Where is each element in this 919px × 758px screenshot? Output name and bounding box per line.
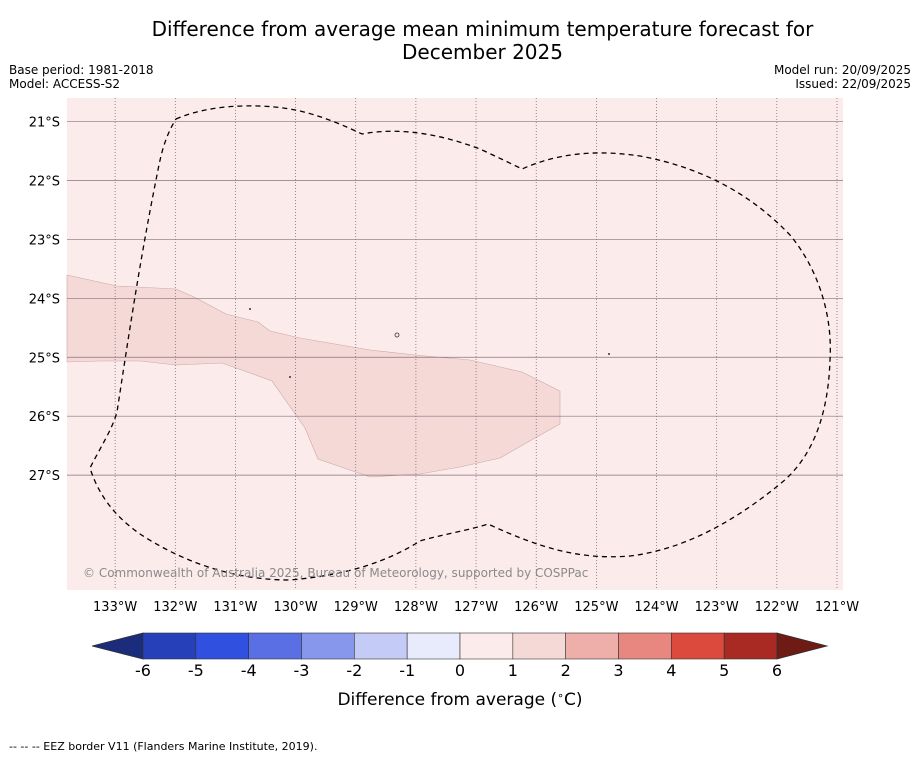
colorbar-tick: 6 bbox=[772, 661, 782, 680]
lat-tick-label: 25°S bbox=[29, 351, 60, 366]
colorbar-swatch bbox=[301, 632, 355, 660]
colorbar-swatch bbox=[142, 632, 197, 660]
lat-tick-label: 22°S bbox=[29, 174, 60, 189]
latitude-tick-labels: 21°S 22°S 23°S 24°S 25°S 26°S 27°S bbox=[29, 116, 60, 485]
base-period: Base period: 1981-2018 bbox=[9, 63, 154, 77]
model-run: Model run: 20/09/2025 bbox=[773, 63, 911, 77]
colorbar-tick: -5 bbox=[188, 661, 204, 680]
colorbar-swatch bbox=[248, 632, 302, 660]
colorbar-swatch bbox=[618, 632, 672, 660]
lat-tick-label: 23°S bbox=[29, 233, 60, 248]
lon-tick-label: 125°W bbox=[574, 600, 618, 615]
colorbar-swatch bbox=[195, 632, 249, 660]
lon-tick-label: 133°W bbox=[93, 600, 137, 615]
issued-date: Issued: 22/09/2025 bbox=[795, 77, 911, 91]
latitude-gridlines bbox=[67, 121, 843, 476]
island-marker bbox=[394, 332, 400, 338]
lon-tick-label: 131°W bbox=[213, 600, 257, 615]
eez-legend-note: -- -- -- EEZ border V11 (Flanders Marine… bbox=[9, 740, 318, 753]
lat-tick-label: 24°S bbox=[29, 292, 60, 307]
colorbar-tick: -4 bbox=[241, 661, 257, 680]
island-marker bbox=[249, 308, 251, 310]
colorbar-tick: 2 bbox=[561, 661, 571, 680]
island-marker bbox=[608, 353, 610, 355]
copyright-text: © Commonwealth of Australia 2025, Bureau… bbox=[83, 566, 588, 580]
colorbar-extend-high bbox=[776, 632, 829, 660]
colorbar-swatch bbox=[459, 632, 514, 660]
colorbar-swatch bbox=[671, 632, 725, 660]
meta-right: Model run: 20/09/2025 Issued: 22/09/2025 bbox=[774, 63, 911, 91]
colorbar-tick: 1 bbox=[508, 661, 518, 680]
lon-tick-label: 130°W bbox=[274, 600, 318, 615]
colorbar bbox=[91, 632, 829, 660]
colorbar-tick-labels: -6 -5 -4 -3 -2 -1 0 1 2 3 4 5 6 bbox=[135, 661, 782, 680]
title-line-1: Difference from average mean minimum tem… bbox=[151, 17, 814, 41]
colorbar-swatch bbox=[354, 632, 408, 660]
colorbar-tick: -3 bbox=[294, 661, 310, 680]
colorbar-tick: -1 bbox=[399, 661, 415, 680]
colorbar-swatch bbox=[406, 632, 461, 660]
lon-tick-label: 123°W bbox=[695, 600, 739, 615]
colorbar-title: Difference from average (∘C) bbox=[337, 689, 582, 710]
lon-tick-label: 124°W bbox=[634, 600, 678, 615]
longitude-gridlines bbox=[114, 98, 838, 590]
island-marker bbox=[289, 376, 291, 378]
lon-tick-label: 126°W bbox=[514, 600, 558, 615]
lon-tick-label: 128°W bbox=[394, 600, 438, 615]
colorbar-swatch bbox=[723, 632, 778, 660]
colorbar-swatch bbox=[512, 632, 566, 660]
lon-tick-label: 121°W bbox=[815, 600, 859, 615]
colorbar-tick: 0 bbox=[455, 661, 465, 680]
colorbar-tick: -2 bbox=[346, 661, 362, 680]
lat-tick-label: 27°S bbox=[29, 469, 60, 484]
lon-tick-label: 129°W bbox=[334, 600, 378, 615]
title-line-2: December 2025 bbox=[402, 40, 563, 64]
colorbar-tick: 5 bbox=[719, 661, 729, 680]
colorbar-extend-low bbox=[91, 632, 144, 660]
lat-tick-label: 21°S bbox=[29, 116, 60, 131]
meta-left: Base period: 1981-2018 Model: ACCESS-S2 bbox=[9, 63, 154, 91]
colorbar-swatch bbox=[565, 632, 619, 660]
lon-tick-label: 132°W bbox=[153, 600, 197, 615]
colorbar-tick: 3 bbox=[613, 661, 623, 680]
lon-tick-label: 122°W bbox=[755, 600, 799, 615]
lat-tick-label: 26°S bbox=[29, 410, 60, 425]
lon-tick-label: 127°W bbox=[454, 600, 498, 615]
longitude-tick-labels: 133°W 132°W 131°W 130°W 129°W 128°W 127°W 126°W… bbox=[93, 600, 859, 615]
model-name: Model: ACCESS-S2 bbox=[9, 77, 121, 91]
anomaly-region bbox=[66, 274, 561, 478]
colorbar-tick: -6 bbox=[135, 661, 151, 680]
colorbar-tick: 4 bbox=[666, 661, 676, 680]
map-title: Difference from average mean minimum tem… bbox=[60, 18, 905, 64]
